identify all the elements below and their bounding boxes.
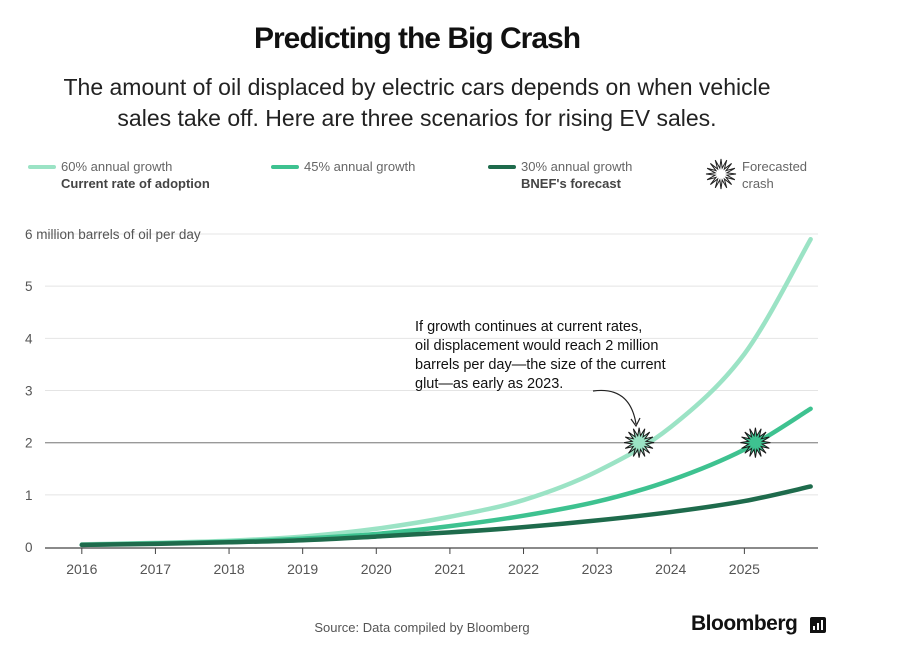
crash-marker-layer (624, 427, 771, 458)
legend-swatch-60 (28, 165, 56, 169)
subtitle-line-1: The amount of oil displaced by electric … (63, 74, 771, 100)
starburst-icon (624, 427, 655, 458)
y-tick-label: 0 (25, 540, 33, 555)
y-axis-label: 6 million barrels of oil per day (25, 227, 201, 242)
annotation: If growth continues at current rates, oi… (415, 318, 715, 394)
subtitle-line-2: sales take off. Here are three scenarios… (117, 105, 717, 131)
x-tick-label: 2024 (655, 561, 686, 577)
legend-label-30: 30% annual growth (521, 159, 633, 174)
grid-layer (45, 233, 818, 496)
legend-label-60: 60% annual growth (61, 159, 173, 174)
legend-swatch-30 (488, 165, 516, 169)
x-tick-label: 2025 (729, 561, 760, 577)
annotation-line-1: If growth continues at current rates, (415, 319, 643, 335)
legend-note-60: Current rate of adoption (61, 176, 210, 191)
legend-label-45: 45% annual growth (304, 159, 416, 174)
annotation-arrowhead (630, 417, 641, 428)
x-tick-label: 2021 (434, 561, 465, 577)
annotation-line-2: oil displacement would reach 2 million (415, 338, 659, 354)
x-tick-label: 2016 (66, 561, 97, 577)
series-layer (79, 236, 813, 548)
legend-crash-label-2: crash (742, 176, 774, 191)
annotation-line-3: barrels per day—the size of the current (415, 357, 666, 373)
x-tick-label: 2022 (508, 561, 539, 577)
y-tick-label: 5 (25, 279, 33, 294)
crash-marker (624, 427, 655, 458)
annotation-line-4: glut—as early as 2023. (415, 376, 564, 392)
legend-note-30: BNEF's forecast (521, 176, 621, 191)
series-line-45 (79, 406, 813, 548)
x-tick-label: 2023 (582, 561, 613, 577)
source-note: Source: Data compiled by Bloomberg (314, 620, 530, 635)
chart-title: Predicting the Big Crash (253, 22, 581, 55)
y-tick-label: 2 (25, 436, 33, 451)
annotation-arrow (592, 389, 637, 425)
legend-crash-label-1: Forecasted (742, 159, 808, 174)
x-tick-label: 2017 (140, 561, 171, 577)
x-tick-label: 2018 (213, 561, 244, 577)
bloomberg-terminal-icon (810, 617, 826, 633)
x-tick-label: 2020 (361, 561, 392, 577)
y-tick-label: 3 (25, 384, 33, 399)
series-line-30 (79, 484, 813, 548)
starburst-icon (705, 158, 737, 190)
y-tick-label: 1 (25, 488, 33, 503)
chart-subtitle: The amount of oil displaced by electric … (0, 72, 834, 134)
brand-logo: Bloomberg (691, 612, 798, 635)
legend-swatch-45 (271, 165, 299, 169)
starburst-icon (740, 427, 771, 458)
x-tick-label: 2019 (287, 561, 318, 577)
crash-marker (740, 427, 771, 458)
axis-layer: 0 1 2 3 4 5 6 million barrels of oil per day 20… (25, 227, 818, 577)
y-tick-label: 4 (25, 331, 33, 346)
